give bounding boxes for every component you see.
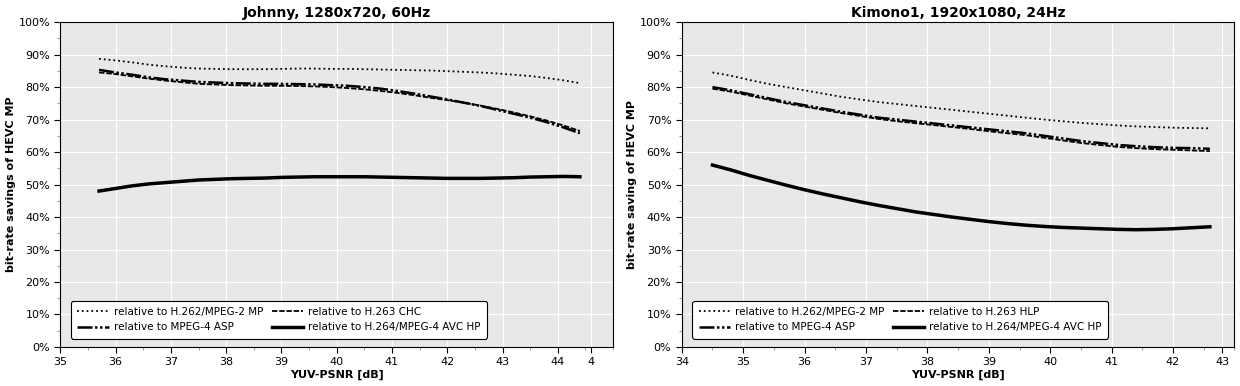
Legend: relative to H.262/MPEG-2 MP, relative to MPEG-4 ASP, relative to H.263 CHC, rela: relative to H.262/MPEG-2 MP, relative to… bbox=[71, 301, 487, 339]
Y-axis label: bit-rate saving of HEVC MP: bit-rate saving of HEVC MP bbox=[627, 100, 637, 269]
X-axis label: YUV-PSNR [dB]: YUV-PSNR [dB] bbox=[290, 370, 383, 381]
Y-axis label: bit-rate savings of HEVC MP: bit-rate savings of HEVC MP bbox=[5, 97, 16, 273]
X-axis label: YUV-PSNR [dB]: YUV-PSNR [dB] bbox=[911, 370, 1004, 381]
Title: Kimono1, 1920x1080, 24Hz: Kimono1, 1920x1080, 24Hz bbox=[851, 5, 1065, 20]
Title: Johnny, 1280x720, 60Hz: Johnny, 1280x720, 60Hz bbox=[243, 5, 430, 20]
Legend: relative to H.262/MPEG-2 MP, relative to MPEG-4 ASP, relative to H.263 HLP, rela: relative to H.262/MPEG-2 MP, relative to… bbox=[692, 301, 1109, 339]
